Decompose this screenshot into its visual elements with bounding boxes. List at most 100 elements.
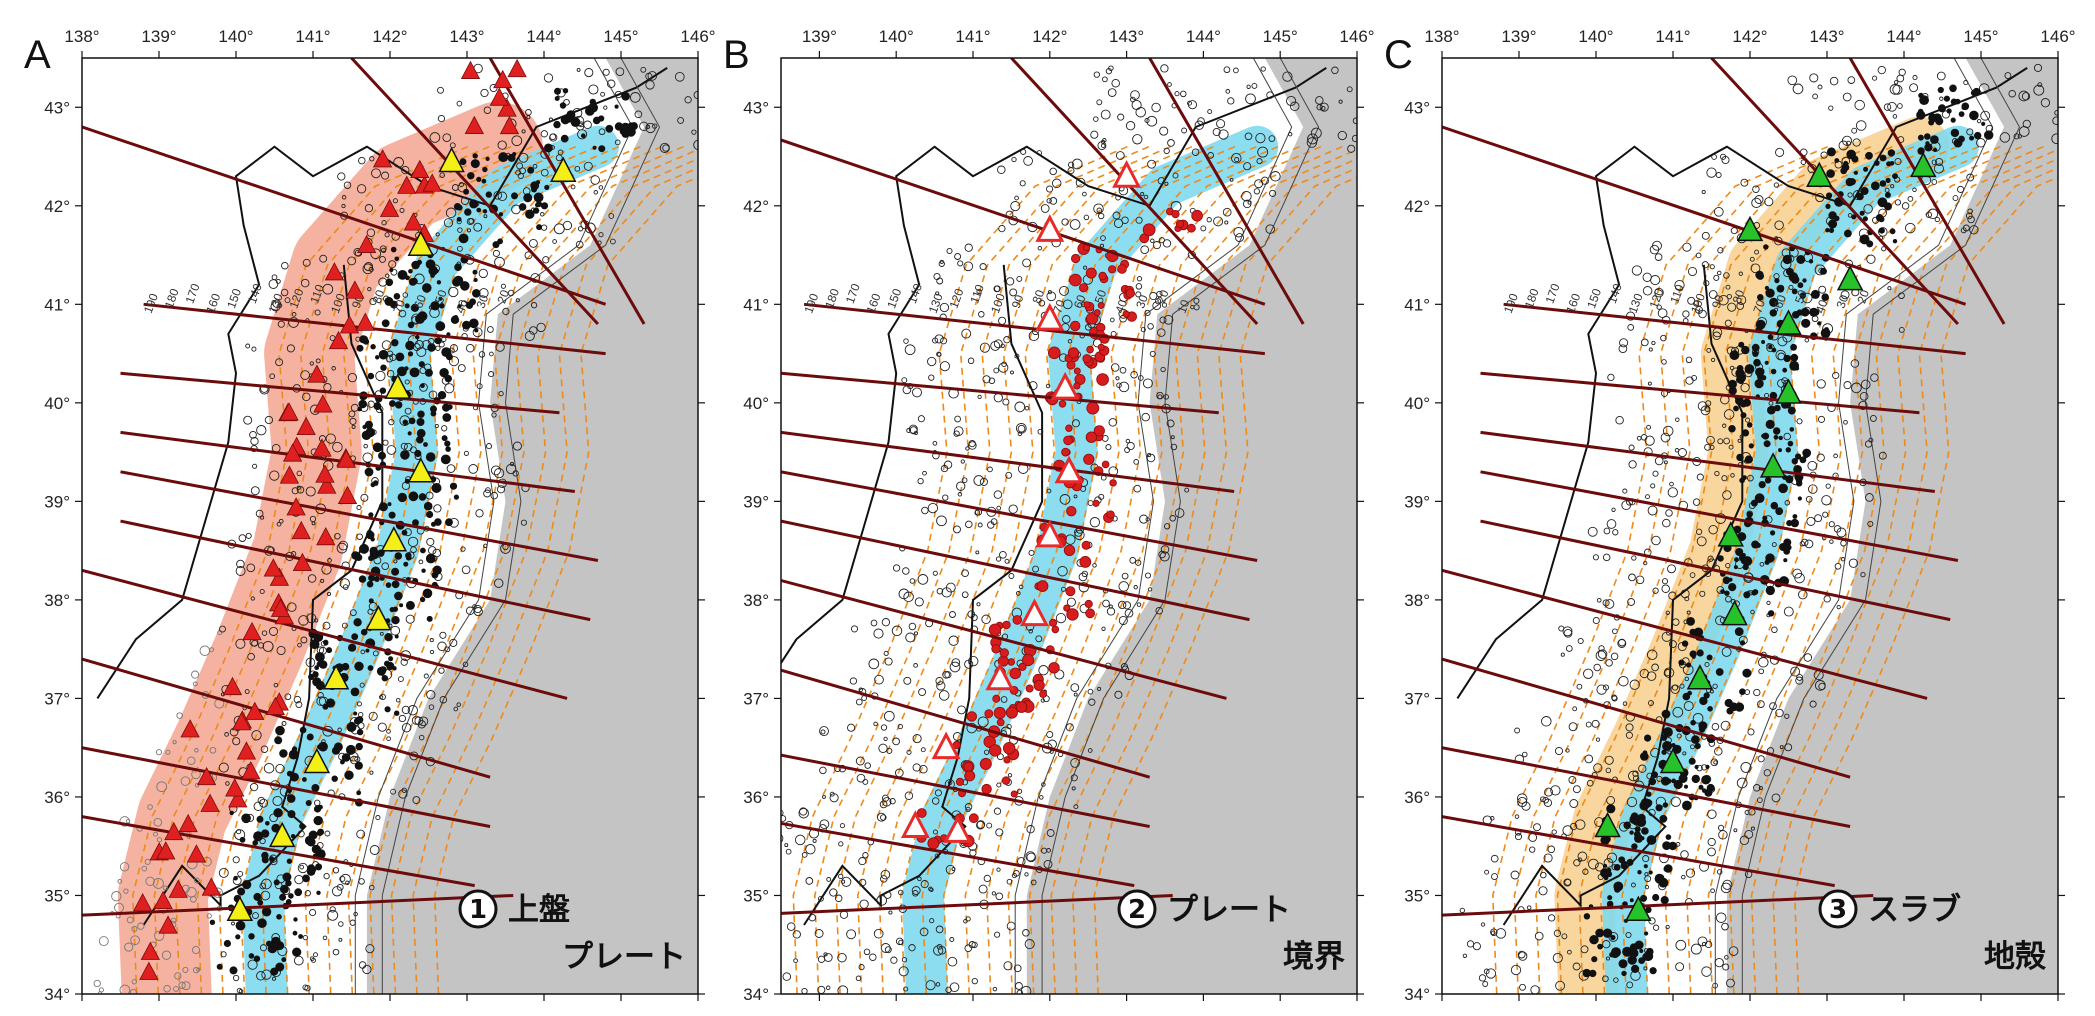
earthquake-marker [1817, 84, 1823, 90]
earthquake-marker-dense [281, 957, 287, 963]
earthquake-marker [252, 912, 259, 920]
earthquake-marker [1721, 646, 1732, 657]
earthquake-marker-dense [1735, 368, 1745, 378]
triangle-marker [1686, 664, 1714, 690]
x-tick-label: 140° [879, 27, 914, 46]
earthquake-marker [444, 646, 451, 653]
volcano-triangle [317, 475, 337, 494]
earthquake-marker [819, 726, 829, 737]
earthquake-marker [1193, 297, 1200, 304]
earthquake-marker [1713, 274, 1720, 281]
earthquake-marker-dense [394, 256, 400, 262]
earthquake-marker [1014, 982, 1023, 990]
earthquake-marker-dense [409, 367, 420, 378]
earthquake-marker-dense [302, 777, 307, 782]
earthquake-marker [583, 120, 592, 130]
earthquake-marker [1059, 494, 1071, 505]
circled-number: 2 [1128, 895, 1146, 925]
interplate-event [1010, 790, 1018, 798]
earthquake-marker [1212, 127, 1221, 137]
earthquake-marker-dense [562, 88, 569, 94]
earthquake-marker [1750, 609, 1755, 615]
earthquake-marker [549, 133, 557, 141]
earthquake-marker-dense [306, 837, 316, 847]
earthquake-marker [1625, 931, 1632, 939]
depth-contour-label: 160 [864, 291, 884, 315]
earthquake-marker-dense [1984, 130, 1994, 140]
earthquake-marker-dense [1741, 345, 1750, 355]
earthquake-marker [144, 858, 151, 865]
earthquake-marker [299, 864, 305, 870]
earthquake-marker [1140, 327, 1146, 333]
earthquake-marker [1833, 453, 1838, 459]
volcano-triangle [241, 761, 261, 780]
earthquake-marker [1485, 968, 1497, 979]
earthquake-marker-dense [581, 133, 586, 138]
earthquake-marker-dense [614, 122, 624, 131]
earthquake-marker-dense [447, 404, 453, 410]
earthquake-marker [1116, 382, 1122, 388]
earthquake-marker [1887, 101, 1897, 112]
earthquake-marker [245, 532, 252, 539]
earthquake-marker [603, 105, 608, 110]
earthquake-marker [257, 642, 265, 649]
earthquake-marker [1723, 437, 1730, 445]
earthquake-marker [386, 736, 391, 742]
earthquake-marker [917, 876, 922, 882]
earthquake-marker [785, 848, 792, 855]
volcano-triangle [178, 813, 198, 833]
earthquake-marker [1840, 557, 1846, 562]
earthquake-marker [997, 165, 1006, 175]
earthquake-marker-dense [348, 721, 356, 729]
profile-line [781, 668, 1151, 779]
profile-line [781, 821, 1135, 888]
earthquake-marker-dense [1892, 173, 1898, 179]
earthquake-marker [1736, 295, 1747, 305]
earthquake-marker [1133, 459, 1140, 465]
earthquake-marker-dense [422, 283, 432, 293]
earthquake-marker-dense [1701, 775, 1711, 785]
earthquake-marker [1796, 673, 1804, 681]
earthquake-marker-dense [1789, 427, 1795, 432]
earthquake-marker [1152, 241, 1161, 250]
earthquake-marker [1073, 804, 1079, 810]
earthquake-marker [1194, 120, 1204, 130]
earthquake-marker-dense [1796, 480, 1803, 487]
earthquake-marker [577, 129, 588, 140]
earthquake-marker-dense [391, 567, 400, 576]
earthquake-marker [812, 838, 817, 843]
earthquake-marker [2033, 63, 2043, 72]
earthquake-marker-dense [445, 518, 453, 527]
earthquake-marker-dense [333, 742, 343, 752]
earthquake-marker [1661, 359, 1667, 365]
triangle-marker [550, 156, 577, 183]
earthquake-marker-dense [507, 153, 516, 162]
earthquake-marker [1174, 508, 1185, 518]
earthquake-marker-dense [1757, 294, 1764, 301]
earthquake-marker-dense [287, 810, 296, 819]
x-tick-label: 144° [1886, 27, 1921, 46]
earthquake-marker [1135, 283, 1143, 290]
earthquake-marker [398, 309, 407, 318]
earthquake-marker [1256, 158, 1263, 165]
earthquake-marker-dense [399, 603, 404, 608]
earthquake-marker [1672, 706, 1684, 718]
earthquake-marker [602, 68, 610, 76]
earthquake-marker [375, 370, 386, 382]
earthquake-marker [929, 887, 934, 892]
earthquake-marker [401, 705, 411, 715]
depth-contour-label: 160 [203, 291, 223, 315]
earthquake-marker-dense [279, 893, 287, 901]
earthquake-marker [881, 794, 890, 802]
earthquake-marker-dense [256, 815, 264, 823]
earthquake-marker-dense [1739, 477, 1745, 484]
profile-line [1480, 430, 1935, 494]
interplate-event [991, 644, 1001, 654]
earthquake-marker [1603, 527, 1611, 535]
x-tick-label: 146° [1339, 27, 1374, 46]
earthquake-marker [1654, 287, 1664, 298]
earthquake-marker [964, 659, 974, 669]
earthquake-marker [1159, 551, 1170, 562]
earthquake-marker-dense [274, 736, 283, 745]
earthquake-marker [1704, 443, 1712, 451]
